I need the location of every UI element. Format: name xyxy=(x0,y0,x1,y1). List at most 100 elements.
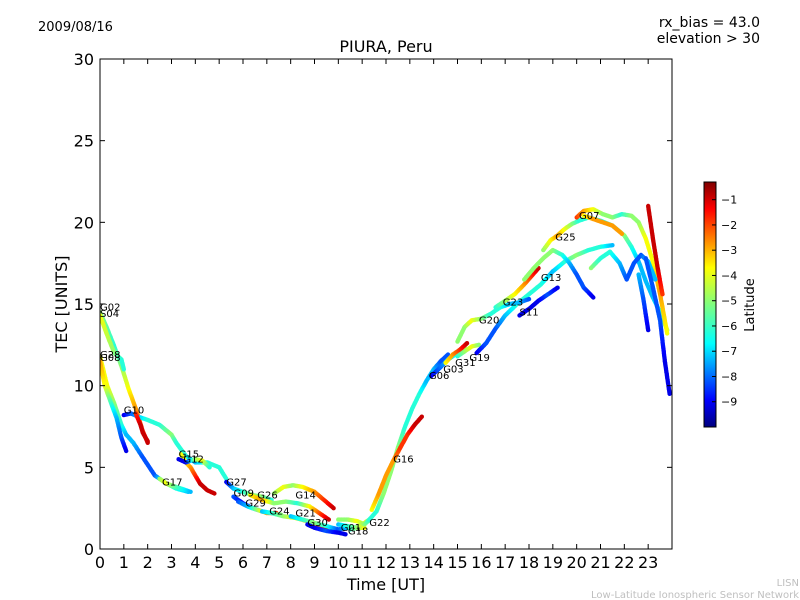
x-tick-label: 3 xyxy=(166,553,176,572)
colorbar-tick-label: −8 xyxy=(721,370,737,383)
satellite-label-g23: G23 xyxy=(503,298,523,309)
satellite-label-g27: G27 xyxy=(226,477,246,488)
series-track-g17 xyxy=(157,476,193,494)
satellite-label-g25: G25 xyxy=(555,232,575,243)
elevation-label: elevation > 30 xyxy=(657,31,760,47)
x-tick-label: 12 xyxy=(376,553,396,572)
data-point xyxy=(207,465,212,470)
satellite-label-g06: G06 xyxy=(429,371,449,382)
series-track-g15 xyxy=(178,452,217,496)
satellite-label-s04: S04 xyxy=(100,309,119,320)
y-tick-label: 15 xyxy=(74,295,94,314)
colorbar-tick-label: −3 xyxy=(721,244,737,257)
x-axis-label: Time [UT] xyxy=(346,575,425,594)
footer-org-short: LISN xyxy=(777,578,799,589)
colorbar xyxy=(703,181,717,428)
satellite-label-g02: G02 xyxy=(100,303,120,314)
colorbar-tick-label: −1 xyxy=(721,194,737,207)
data-point xyxy=(653,277,658,282)
data-point xyxy=(121,367,127,372)
series-track-g14 xyxy=(271,483,336,511)
colorbar-tick-label: −6 xyxy=(721,320,737,333)
satellite-label-g28: G28 xyxy=(100,350,120,361)
x-tick-label: 6 xyxy=(238,553,248,572)
series-track-s11 xyxy=(517,285,560,318)
colorbar-tick-label: −2 xyxy=(721,219,737,232)
series-track-g08 xyxy=(100,359,129,454)
data-point xyxy=(665,331,670,336)
x-tick-label: 13 xyxy=(400,553,420,572)
x-tick-label: 11 xyxy=(352,553,372,572)
x-axis-ticks: 0 1 2 3 4 5 6 7 8 9 10 11 12 13 14 15 16 17 18 19 20 21 22 23 xyxy=(95,59,658,572)
data-point xyxy=(526,296,532,302)
satellite-label-g19: G19 xyxy=(469,353,489,364)
x-tick-label: 7 xyxy=(262,553,272,572)
x-tick-label: 8 xyxy=(286,553,296,572)
satellite-label-g07: G07 xyxy=(579,211,599,222)
series-track-g26 xyxy=(248,492,331,522)
satellite-label-g10: G10 xyxy=(124,405,144,416)
series-track-g31 xyxy=(455,342,482,359)
series-layer xyxy=(100,203,672,537)
satellite-label-g03: G03 xyxy=(443,365,463,376)
data-point xyxy=(464,341,470,346)
satellite-label-g22: G22 xyxy=(369,518,389,529)
colorbar-tick-label: −4 xyxy=(721,269,737,282)
colorbar-tick-label: −9 xyxy=(721,396,737,409)
x-tick-label: 5 xyxy=(214,553,224,572)
data-point xyxy=(326,517,331,522)
series-track-g16 xyxy=(369,414,424,512)
series-track-g03 xyxy=(443,341,470,365)
data-point xyxy=(188,489,193,494)
x-tick-label: 23 xyxy=(638,553,658,572)
x-tick-label: 16 xyxy=(471,553,491,572)
y-tick-label: 30 xyxy=(74,50,94,69)
satellite-label-s11: S11 xyxy=(520,307,539,318)
colorbar-label: Latitude xyxy=(743,278,758,332)
x-tick-label: 2 xyxy=(143,553,153,572)
x-tick-label: 15 xyxy=(447,553,467,572)
series-track-g22 xyxy=(336,352,451,527)
satellite-label-g29: G29 xyxy=(245,499,265,510)
satellite-label-g30: G30 xyxy=(307,518,327,529)
satellite-label-g09: G09 xyxy=(234,489,254,500)
y-tick-label: 5 xyxy=(84,458,94,477)
y-axis-ticks: 0 5 10 15 20 25 30 xyxy=(74,50,672,559)
data-point xyxy=(331,506,336,511)
y-tick-label: 0 xyxy=(84,540,94,559)
footer-org-long: Low-Latitude Ionospheric Sensor Network xyxy=(591,590,799,600)
x-tick-label: 22 xyxy=(614,553,634,572)
data-point xyxy=(610,243,615,248)
data-point xyxy=(343,532,348,537)
x-tick-label: 21 xyxy=(590,553,610,572)
satellite-label-g01: G01 xyxy=(341,523,361,534)
chart-title: PIURA, Peru xyxy=(339,37,432,56)
x-tick-label: 14 xyxy=(423,553,443,572)
x-tick-label: 9 xyxy=(309,553,319,572)
series-track-g13 xyxy=(522,247,596,300)
x-tick-label: 10 xyxy=(328,553,348,572)
y-axis-label: TEC [UNITS] xyxy=(52,256,71,354)
satellite-label-g16: G16 xyxy=(393,454,413,465)
colorbar-tick-label: −5 xyxy=(721,295,737,308)
data-point xyxy=(419,414,424,419)
y-tick-label: 25 xyxy=(74,132,94,151)
series-track-g11 xyxy=(646,203,665,297)
colorbar-tick-label: −7 xyxy=(721,345,737,358)
series-track-g20 xyxy=(455,296,532,344)
series-track-g30 xyxy=(305,522,348,537)
data-point xyxy=(591,295,596,300)
y-tick-label: 20 xyxy=(74,213,94,232)
data-point xyxy=(362,525,367,530)
data-point xyxy=(660,292,665,297)
bias-label: rx_bias = 43.0 xyxy=(659,15,760,31)
series-track-g32 xyxy=(643,256,672,396)
satellite-label-g31: G31 xyxy=(455,358,475,369)
data-point xyxy=(224,476,229,481)
series-track-g04 xyxy=(636,272,651,333)
series-track-s04 xyxy=(100,313,127,372)
data-point xyxy=(646,327,651,333)
series-track-g12 xyxy=(176,457,212,470)
